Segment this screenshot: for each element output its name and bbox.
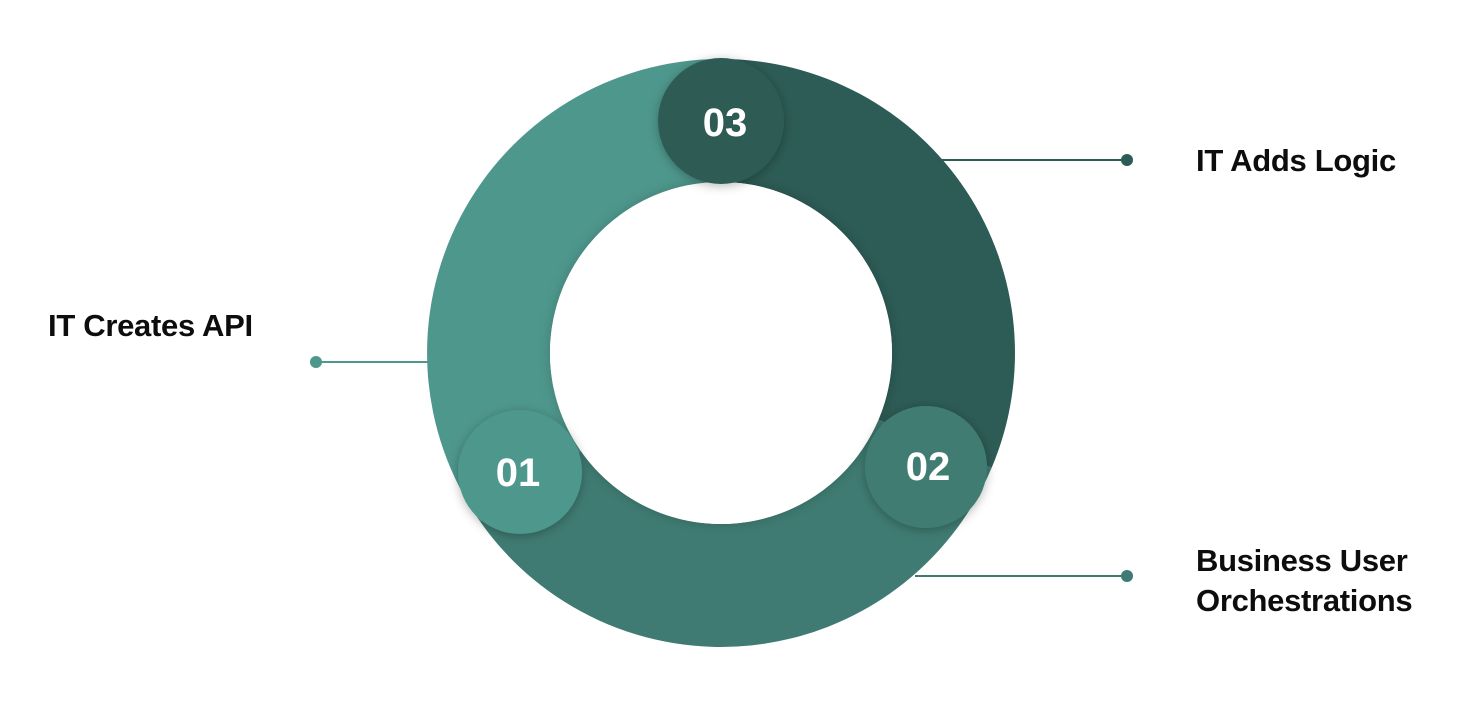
- step-label-1: IT Creates API: [48, 308, 253, 343]
- step-label-2-line-1: Business User: [1196, 543, 1408, 578]
- connector-step-3: [940, 154, 1133, 166]
- step-badge-3: [658, 58, 784, 184]
- step-label-2-line-2: Orchestrations: [1196, 583, 1413, 618]
- step-number-3: 03: [703, 101, 748, 145]
- ring-inner-hole: [550, 182, 892, 524]
- connector-step-2: [915, 570, 1133, 582]
- step-badge-1: [458, 410, 582, 534]
- connector-dot-step-3: [1121, 154, 1133, 166]
- step-number-1: 01: [496, 451, 541, 495]
- connector-dot-step-1: [310, 356, 322, 368]
- ring-segment-step-3: [721, 59, 1015, 468]
- step-number-2: 02: [906, 445, 951, 489]
- step-label-3: IT Adds Logic: [1196, 143, 1396, 178]
- connector-step-1: [310, 356, 430, 368]
- step-badge-2: [865, 406, 987, 528]
- ring-segment-step-1: [427, 59, 721, 522]
- ring-segment-step-2: [480, 419, 992, 647]
- step-label-2: Business User Orchestrations: [1196, 541, 1413, 621]
- connector-dot-step-2: [1121, 570, 1133, 582]
